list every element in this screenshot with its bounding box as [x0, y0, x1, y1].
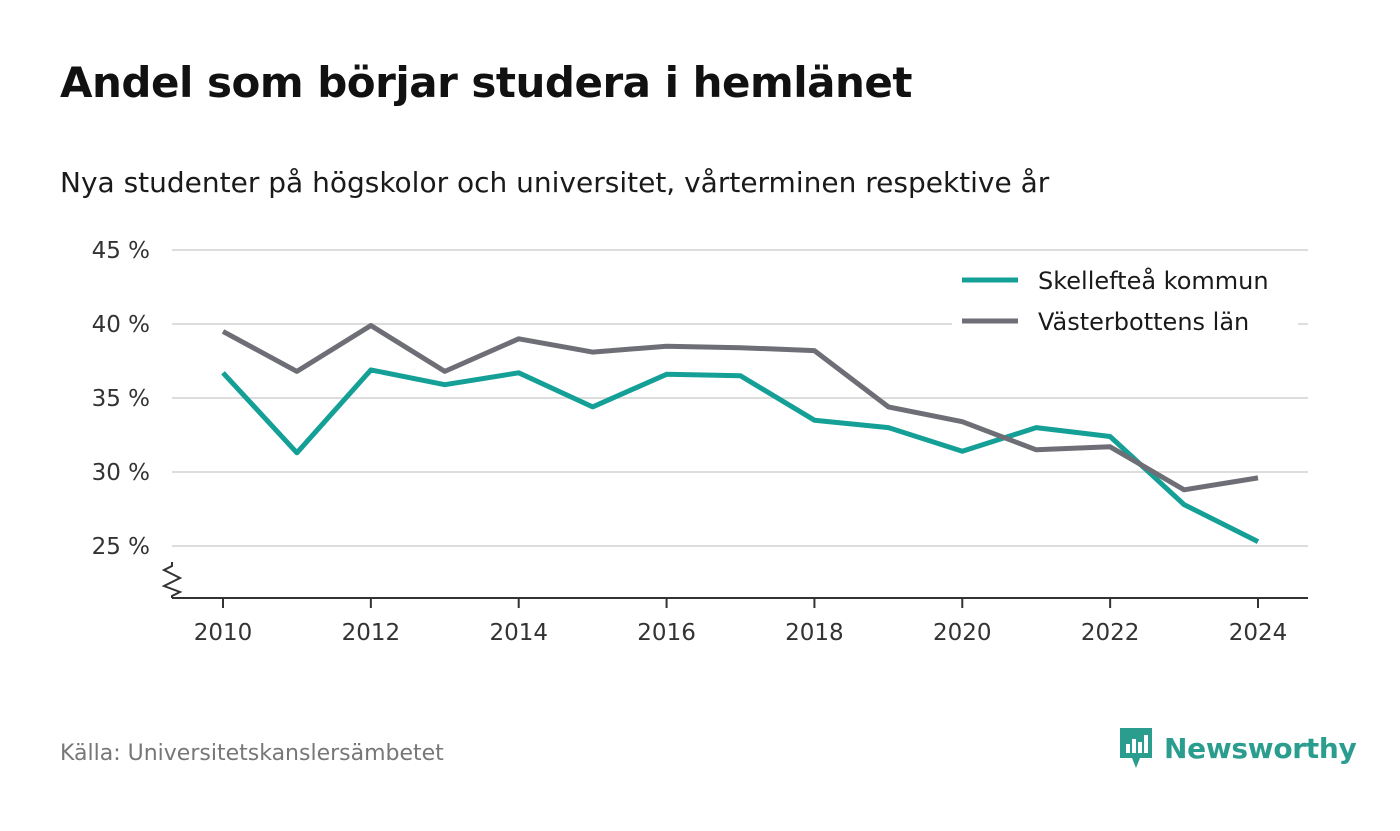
y-tick-label: 30 %: [92, 460, 150, 486]
x-tick-label: 2014: [489, 620, 548, 646]
y-tick-label: 25 %: [92, 534, 150, 560]
x-tick-label: 2016: [637, 620, 696, 646]
line-chart: 25 %30 %35 %40 %45 % 2010 2012 2014 2016 201…: [92, 238, 1308, 646]
newsworthy-logo-icon: [1120, 728, 1152, 768]
brand-name: Newsworthy: [1164, 731, 1357, 765]
y-tick-label: 45 %: [92, 238, 150, 264]
series-lines: [221, 323, 1260, 544]
axis-break-icon: [161, 562, 183, 598]
y-tick-label: 35 %: [92, 386, 150, 412]
legend: Skellefteå kommun Västerbottens län: [952, 258, 1298, 344]
legend-label: Skellefteå kommun: [1038, 266, 1269, 295]
chart-subtitle: Nya studenter på högskolor och universit…: [60, 166, 1050, 199]
x-tick-label: 2022: [1081, 620, 1140, 646]
x-tick-label: 2020: [933, 620, 992, 646]
source-note: Källa: Universitetskanslersämbetet: [60, 741, 444, 766]
brand-logo[interactable]: Newsworthy: [1118, 726, 1357, 770]
series-line-0: [221, 367, 1260, 544]
series-line-1: [221, 323, 1259, 493]
x-tick-label: 2010: [194, 620, 253, 646]
x-tick-label: 2018: [785, 620, 844, 646]
y-axis: 25 % 30 % 35 % 40 % 45 %: [92, 238, 183, 598]
legend-label: Västerbottens län: [1038, 308, 1249, 336]
y-tick-label: 40 %: [92, 312, 150, 338]
x-tick-label: 2012: [342, 620, 401, 646]
x-axis: 2010 2012 2014 2016 2018 2020 2022 2024: [172, 597, 1308, 646]
x-tick-label: 2024: [1229, 620, 1288, 646]
legend-background: [952, 258, 1298, 344]
chart-title: Andel som börjar studera i hemlänet: [60, 58, 913, 107]
